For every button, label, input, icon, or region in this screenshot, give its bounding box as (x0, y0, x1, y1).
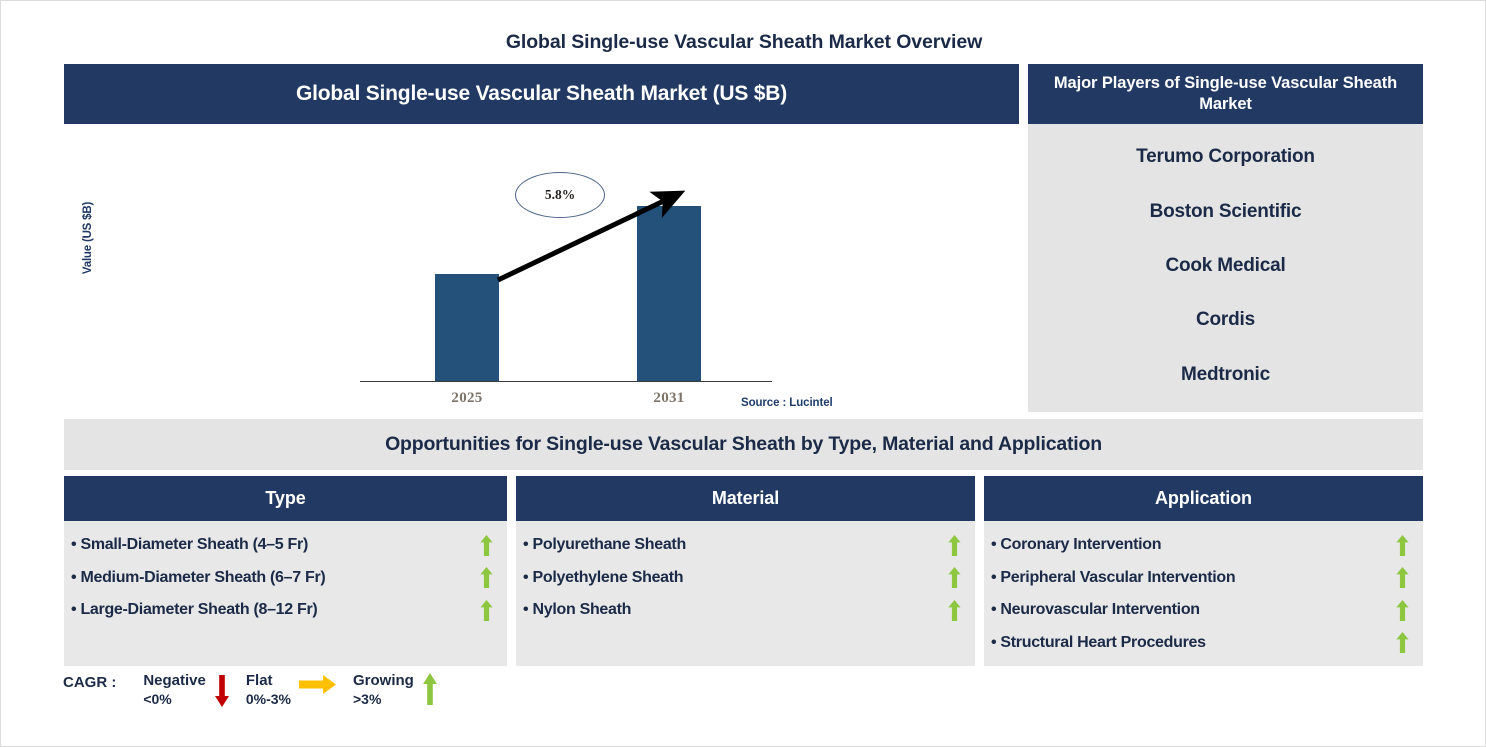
arrow-right-yellow-icon (299, 675, 336, 694)
growing-arrow-icon (480, 599, 493, 621)
list-item: • Medium-Diameter Sheath (6–7 Fr) (64, 562, 507, 595)
list-item-label: • Medium-Diameter Sheath (6–7 Fr) (71, 568, 326, 586)
arrow-up-green-icon (422, 673, 437, 705)
list-item-label: • Peripheral Vascular Intervention (990, 568, 1236, 586)
cagr-legend-item-growing: Growing >3% (353, 672, 438, 708)
bar-2031 (637, 205, 701, 381)
list-item: • Polyurethane Sheath (516, 529, 975, 562)
x-tick-label-2031: 2031 (653, 390, 685, 406)
list-item: • Nylon Sheath (516, 594, 975, 627)
list-item-label: • Neurovascular Intervention (990, 601, 1200, 619)
chart-source-note: Source : Lucintel (741, 397, 833, 409)
market-chart-panel-header: Global Single-use Vascular Sheath Market… (64, 64, 1019, 124)
list-item-label: • Large-Diameter Sheath (8–12 Fr) (71, 601, 318, 619)
page-title: Global Single-use Vascular Sheath Market… (505, 31, 983, 53)
cagr-legend-negative-range: <0% (143, 690, 172, 707)
cagr-legend-growing-range: >3% (353, 690, 382, 707)
market-chart-body: Value (US $B) 2025 2031 5.8% (64, 124, 1019, 414)
column-body-application: • Coronary Intervention • Peripheral Vas… (983, 521, 1423, 666)
cagr-legend-item-negative: Negative <0% (143, 672, 230, 708)
list-item: Cordis (1196, 309, 1255, 331)
list-item: • Polyethylene Sheath (516, 562, 975, 595)
column-body-material: • Polyurethane Sheath • Polyethylene She… (516, 521, 975, 666)
list-item: Medtronic (1181, 363, 1270, 385)
growing-arrow-icon (480, 567, 493, 589)
growth-trend-arrow-icon (496, 190, 686, 283)
column-header-material: Material (516, 476, 975, 521)
growing-arrow-icon (948, 567, 961, 589)
major-players-list: Terumo Corporation Boston Scientific Coo… (1028, 124, 1423, 412)
cagr-legend-flat-range: 0%-3% (245, 690, 291, 707)
list-item: • Peripheral Vascular Intervention (984, 562, 1423, 595)
cagr-legend: CAGR : Negative <0% Flat 0%-3% Growing >… (63, 672, 444, 718)
list-item: Terumo Corporation (1136, 146, 1315, 168)
column-header-type: Type (64, 476, 508, 521)
list-item-label: • Structural Heart Procedures (990, 633, 1206, 651)
growing-arrow-icon (480, 534, 493, 556)
column-header-application: Application (983, 476, 1423, 521)
x-tick-label-2025: 2025 (451, 390, 483, 406)
cagr-legend-growing-labels: Growing >3% (353, 672, 414, 708)
major-players-panel-header: Major Players of Single-use Vascular She… (1028, 64, 1423, 124)
opportunity-column-application: Application • Coronary Intervention • Pe… (983, 476, 1423, 666)
growing-arrow-icon (948, 534, 961, 556)
list-item-label: • Nylon Sheath (523, 601, 632, 619)
bar-2025 (435, 273, 499, 381)
cagr-legend-negative-name: Negative (143, 672, 206, 689)
major-players-panel: Major Players of Single-use Vascular She… (1028, 64, 1423, 412)
chart-y-axis-label: Value (US $B) (82, 201, 94, 275)
list-item-label: • Small-Diameter Sheath (4–5 Fr) (71, 536, 308, 554)
list-item-label: • Polyurethane Sheath (523, 536, 686, 554)
chart-plot-area: 2025 2031 5.8% (360, 152, 772, 406)
list-item-label: • Polyethylene Sheath (523, 568, 684, 586)
list-item: Boston Scientific (1149, 200, 1302, 222)
opportunity-column-material: Material • Polyurethane Sheath • Polyeth… (516, 476, 975, 666)
chart-x-axis-line (360, 380, 772, 382)
cagr-legend-negative-labels: Negative <0% (143, 672, 206, 708)
list-item: • Structural Heart Procedures (984, 627, 1423, 660)
cagr-legend-item-flat: Flat 0%-3% (246, 672, 337, 708)
opportunity-column-type: Type • Small-Diameter Sheath (4–5 Fr) • … (64, 476, 508, 666)
growing-arrow-icon (1396, 599, 1409, 621)
cagr-legend-growing-name: Growing (353, 672, 414, 689)
growing-arrow-icon (1396, 567, 1409, 589)
column-body-type: • Small-Diameter Sheath (4–5 Fr) • Mediu… (64, 521, 508, 666)
list-item: • Large-Diameter Sheath (8–12 Fr) (64, 594, 507, 627)
growing-arrow-icon (1396, 534, 1409, 556)
cagr-callout-bubble: 5.8% (515, 172, 605, 218)
market-chart-panel: Global Single-use Vascular Sheath Market… (64, 64, 1019, 414)
growing-arrow-icon (948, 599, 961, 621)
opportunities-band-title: Opportunities for Single-use Vascular Sh… (64, 419, 1423, 470)
opportunities-columns: Type • Small-Diameter Sheath (4–5 Fr) • … (64, 476, 1423, 666)
growing-arrow-icon (1396, 632, 1409, 654)
list-item: • Small-Diameter Sheath (4–5 Fr) (64, 529, 507, 562)
cagr-legend-flat-labels: Flat 0%-3% (246, 672, 291, 708)
list-item-label: • Coronary Intervention (990, 536, 1162, 554)
cagr-legend-flat-name: Flat (245, 672, 273, 689)
cagr-legend-title: CAGR : (63, 674, 117, 691)
arrow-down-red-icon (214, 675, 229, 707)
list-item: Cook Medical (1165, 254, 1286, 276)
list-item: • Coronary Intervention (984, 529, 1423, 562)
list-item: • Neurovascular Intervention (984, 594, 1423, 627)
